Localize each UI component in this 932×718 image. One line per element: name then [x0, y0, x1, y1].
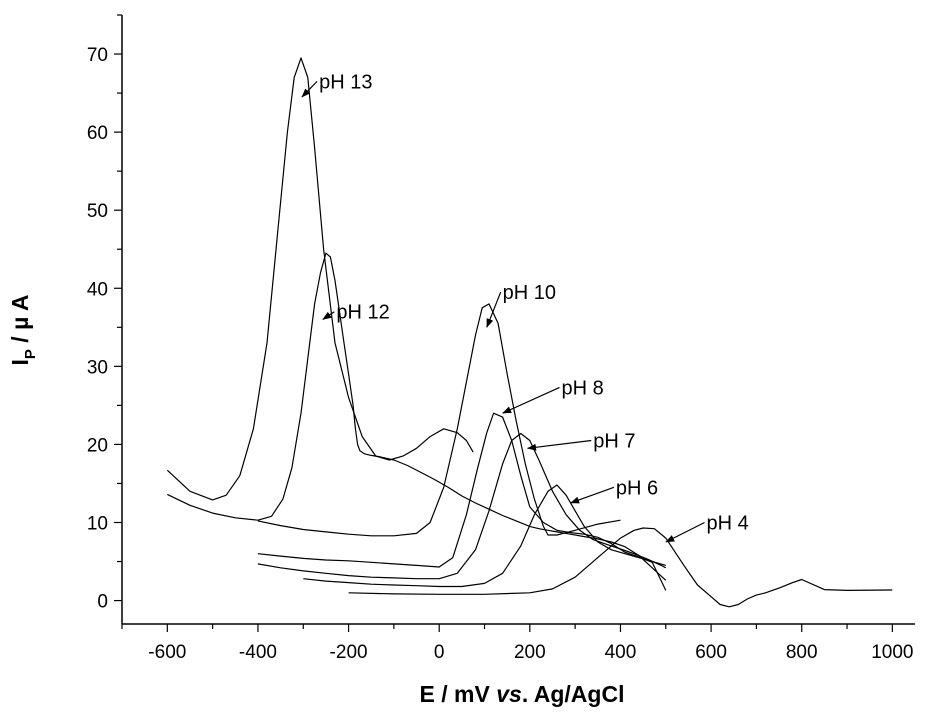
y-tick-label: 30 — [87, 357, 108, 378]
x-tick-label: 400 — [605, 642, 637, 663]
annotation-label-ph-4: pH 4 — [707, 513, 749, 535]
annotation-arrow-ph-8 — [502, 386, 560, 414]
annotation-arrow-ph-7 — [527, 439, 592, 451]
annotation-label-ph-10: pH 10 — [503, 282, 556, 304]
annotation-arrow-ph-12 — [322, 311, 335, 320]
x-axis-title: E / mV vs. Ag/AgCl — [420, 681, 625, 707]
y-tick-label: 20 — [87, 435, 108, 456]
y-tick-label: 40 — [87, 279, 108, 300]
annotation-arrow-ph-10 — [486, 291, 502, 328]
series-line-ph-8 — [257, 412, 667, 591]
annotation-label-ph-13: pH 13 — [319, 71, 372, 93]
annotation-label-ph-6: pH 6 — [616, 477, 658, 499]
tick-labels: -600 -400 -200 0 200 400 600 800 1000 0 10 20 30 40 50… — [87, 45, 914, 663]
y-tick-label: 60 — [87, 123, 108, 144]
y-tick-label: 70 — [87, 45, 108, 66]
x-tick-label: -600 — [148, 642, 186, 663]
x-tick-label: -200 — [330, 642, 368, 663]
x-tick-label: -400 — [239, 642, 277, 663]
annotation-arrow-ph-13 — [301, 80, 318, 98]
annotation-arrow-ph-4 — [665, 521, 705, 543]
x-tick-label: 0 — [434, 642, 445, 663]
y-tick-label: 10 — [87, 514, 108, 535]
series-line-ph-12 — [167, 252, 667, 581]
annotation-layer: pH 13 pH 12 pH 10 pH 8 pH 7 pH 6 pH 4 — [301, 71, 749, 543]
annotation-label-ph-8: pH 8 — [562, 377, 604, 399]
x-tick-label: 600 — [695, 642, 727, 663]
series-line-ph-7 — [257, 432, 667, 580]
annotation-label-ph-7: pH 7 — [593, 431, 635, 453]
series-layer — [166, 57, 893, 608]
annotation-arrow-ph-6 — [570, 486, 615, 504]
x-tick-label: 200 — [514, 642, 546, 663]
y-tick-label: 50 — [87, 201, 108, 222]
x-tick-label: 1000 — [871, 642, 913, 663]
series-line-ph-10 — [257, 303, 621, 537]
axes — [114, 14, 915, 632]
series-line-ph-13 — [166, 57, 474, 501]
annotation-label-ph-12: pH 12 — [336, 302, 389, 324]
y-axis-title: IP / µ A — [7, 295, 39, 366]
series-line-ph-4 — [348, 527, 893, 608]
series-line-ph-6 — [303, 484, 666, 588]
x-tick-label: 800 — [786, 642, 818, 663]
y-tick-label: 0 — [97, 592, 108, 613]
